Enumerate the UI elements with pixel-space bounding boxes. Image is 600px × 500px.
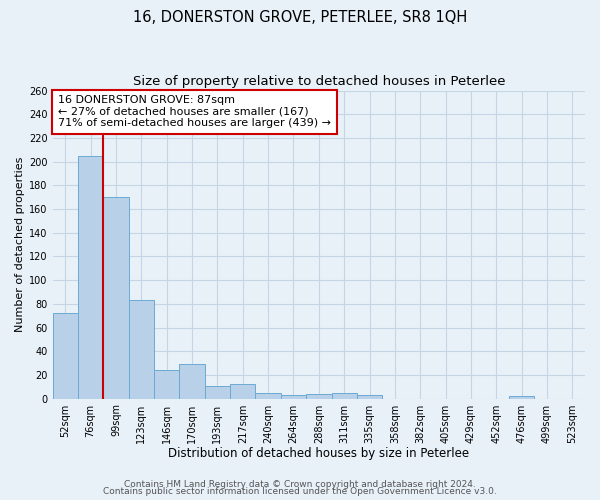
Bar [53,314,78,398]
Bar [205,386,230,398]
Bar [179,364,205,398]
Bar [129,300,154,398]
Bar [154,370,179,398]
Bar [281,395,306,398]
Text: 16 DONERSTON GROVE: 87sqm
← 27% of detached houses are smaller (167)
71% of semi: 16 DONERSTON GROVE: 87sqm ← 27% of detac… [58,95,331,128]
Bar [78,156,103,398]
Text: Contains HM Land Registry data © Crown copyright and database right 2024.: Contains HM Land Registry data © Crown c… [124,480,476,489]
Bar [509,396,535,398]
Bar [357,395,382,398]
Text: 16, DONERSTON GROVE, PETERLEE, SR8 1QH: 16, DONERSTON GROVE, PETERLEE, SR8 1QH [133,10,467,25]
Text: Contains public sector information licensed under the Open Government Licence v3: Contains public sector information licen… [103,488,497,496]
Bar [306,394,332,398]
Bar [332,392,357,398]
X-axis label: Distribution of detached houses by size in Peterlee: Distribution of detached houses by size … [168,447,469,460]
Bar [230,384,256,398]
Bar [256,392,281,398]
Y-axis label: Number of detached properties: Number of detached properties [15,157,25,332]
Bar [103,197,129,398]
Title: Size of property relative to detached houses in Peterlee: Size of property relative to detached ho… [133,75,505,88]
